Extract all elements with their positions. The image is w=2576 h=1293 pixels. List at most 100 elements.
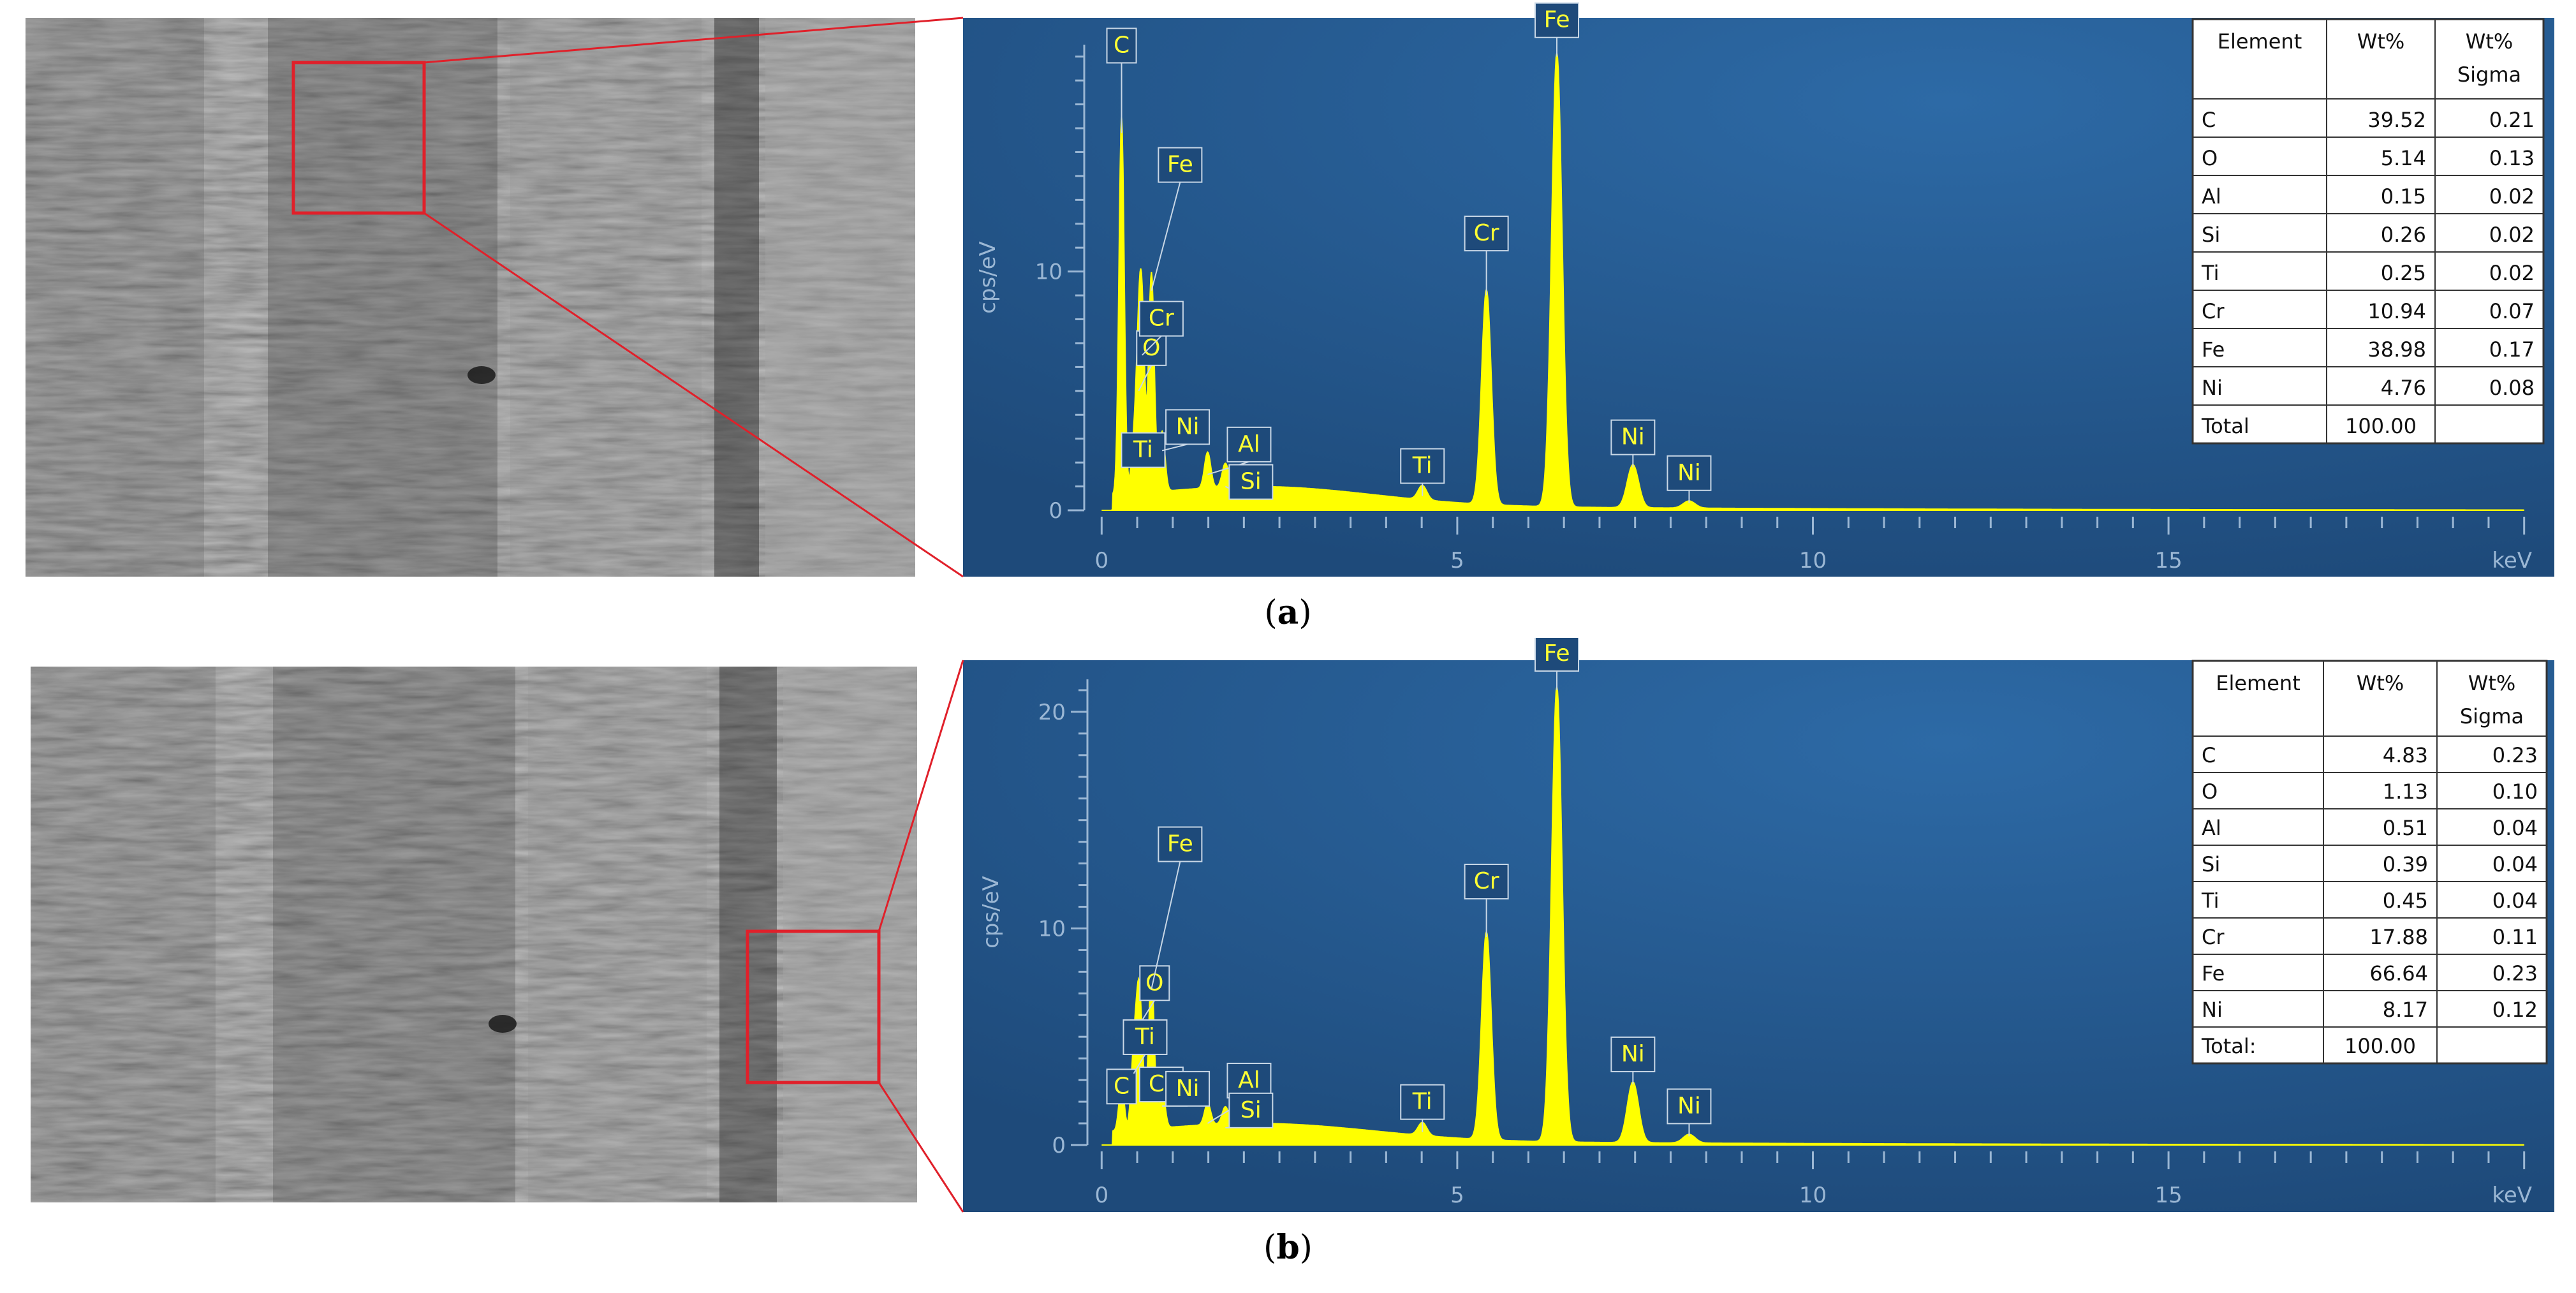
panel-b-table-cell-element: Cr: [2202, 925, 2225, 949]
panel-a-table-cell-element: Si: [2202, 223, 2220, 247]
panel-a-composition-table: Element Wt% Wt% Sigma C 39.52 0.21 O 5.14 0.13 Al 0…: [2191, 18, 2545, 445]
panel-a-peak-marker-text: C: [1114, 33, 1130, 59]
panel-b-peak-marker-text: C: [1114, 1073, 1130, 1099]
panel-b-peak-label: C: [1106, 1068, 1137, 1105]
panel-a-peak-marker-box: [1535, 2, 1580, 38]
panel-b-peak-marker-box: [1228, 1092, 1274, 1128]
panel-a-table-frame: [2191, 18, 2545, 445]
panel-b-y-axis-label: cps/eV: [978, 876, 1004, 949]
panel-a-table-cell-sigma: 0.21: [2489, 108, 2535, 132]
panel-b-y-tick-label: 0: [1052, 1133, 1066, 1158]
panel-b-table-cell-sigma: 0.23: [2492, 743, 2538, 767]
panel-a-table-header-cell: Sigma: [2457, 63, 2521, 87]
panel-a-peak-marker-text: Cr: [1149, 306, 1174, 332]
panel-b-table-header-cell: Sigma: [2460, 704, 2524, 728]
panel-a-table-cell-element: O: [2202, 146, 2218, 170]
panel-a-peak-marker-line: [1142, 335, 1162, 356]
panel-a-peak-marker-box: [1464, 216, 1509, 252]
panel-a-table-cell-element: Fe: [2202, 337, 2225, 362]
panel-b-table-cell-wt: 1.13: [2383, 779, 2428, 804]
panel-a-peak-label: Cr: [1138, 300, 1184, 356]
panel-a-peak-marker-text: Si: [1240, 469, 1262, 495]
panel-a-peak-marker-text: Ni: [1176, 413, 1200, 440]
panel-b-peak-marker-text: Al: [1238, 1067, 1260, 1093]
panel-b-peak-marker-box: [1165, 1070, 1211, 1107]
caption-a: (a): [1264, 593, 1312, 632]
panel-a-table-cell-wt: 5.14: [2381, 146, 2426, 170]
panel-b-selection-box: [746, 929, 881, 1084]
panel-b: 0 10 20 cps/eV 0 5 10 15 keV C O Ti Cr Fe Ni Al Si Ti Cr Fe…: [0, 635, 2576, 1290]
panel-a-peak-marker-text: Al: [1238, 431, 1260, 457]
panel-b-peak-marker-text: Ni: [1677, 1093, 1701, 1119]
panel-b-table-header-cell: Wt%: [2357, 671, 2404, 695]
panel-a-sem-band: [510, 18, 702, 577]
panel-a-peak-marker-text: Ti: [1133, 437, 1153, 463]
panel-a-peak-marker-box: [1165, 409, 1211, 445]
panel-a-table-cell-sigma: 0.07: [2489, 299, 2535, 323]
panel-b-table-cell-wt: 0.51: [2383, 816, 2428, 840]
panel-a-sem-band: [26, 18, 204, 577]
panel-b-table-cell-element: Ti: [2201, 889, 2219, 913]
panel-b-peak-label: O: [1138, 965, 1170, 1026]
panel-a-peak-marker-text: Ni: [1621, 424, 1645, 450]
panel-b-peak-label: Fe: [1151, 826, 1203, 989]
panel-a-sem-texture: [26, 18, 915, 577]
panel-b-table-cell-sigma: 0.10: [2492, 779, 2538, 804]
panel-a-peak-marker-box: [1138, 300, 1184, 337]
caption-b-letter: b: [1276, 1228, 1300, 1267]
panel-b-sem-band: [528, 667, 707, 1202]
panel-a-table-cell-sigma: 0.13: [2489, 146, 2535, 170]
panel-a-table-header-cell: Wt%: [2466, 29, 2513, 54]
panel-a-y-axis-label: cps/eV: [975, 241, 1001, 314]
panel-a-peak-label: Al: [1207, 426, 1272, 475]
panel-b-peak-marker-box: [1139, 965, 1170, 1001]
panel-a-peak-marker-box: [1400, 448, 1445, 484]
panel-b-leader-line-bottom: [878, 1082, 964, 1213]
panel-a-peak-label: Fe: [1535, 2, 1580, 57]
panel-b-peak-marker-line: [1151, 861, 1181, 989]
panel-b-peak-label: Ti: [1400, 1084, 1445, 1132]
panel-a-table-cell-wt: 38.98: [2367, 337, 2426, 362]
panel-b-table-cell-wt: 0.45: [2383, 889, 2428, 913]
panel-a-peak-marker-line: [1207, 461, 1249, 475]
panel-a-table-cell-wt: 0.25: [2381, 261, 2426, 285]
panel-a-sem-image: [26, 18, 915, 577]
panel-b-sem-pit: [489, 1015, 517, 1033]
panel-a-peak-label: Ni: [1667, 455, 1712, 503]
panel-b-table-header-cell: Element: [2216, 671, 2300, 695]
panel-b-sem-band: [31, 667, 216, 1202]
panel-b-table-cell-sigma: 0.04: [2492, 816, 2538, 840]
panel-a-x-tick-label: 15: [2154, 548, 2182, 573]
panel-b-peak-label: Ti: [1122, 1019, 1168, 1074]
panel-a-peak-marker-text: Ni: [1677, 460, 1701, 486]
panel-a-table-cell-wt: 0.26: [2381, 223, 2426, 247]
panel-b-peak-marker-text: Fe: [1167, 831, 1193, 857]
panel-b-table-cell-sigma: 0.23: [2492, 961, 2538, 986]
panel-b-table-cell-element: Fe: [2202, 961, 2225, 986]
panel-a-peak-marker-box: [1158, 147, 1203, 183]
panel-a-selection-box: [291, 61, 426, 215]
panel-a-sem-band: [714, 18, 759, 577]
panel-b-table-cell-sigma: 0.12: [2492, 998, 2538, 1022]
panel-a-table-cell-wt: 0.15: [2381, 184, 2426, 209]
panel-a-sem-band: [268, 18, 497, 577]
panel-b-x-tick-label: 10: [1799, 1183, 1827, 1208]
panel-a-table-cell-sigma: 0.02: [2489, 223, 2535, 247]
panel-a-table-header-cell: Element: [2218, 29, 2302, 54]
panel-a-peak-marker-box: [1121, 432, 1166, 468]
panel-a-peak-marker-line: [1138, 365, 1152, 392]
panel-b-peak-marker-text: Fe: [1544, 640, 1570, 667]
panel-b-sem-band: [273, 667, 515, 1202]
panel-b-table-cell-element: O: [2202, 779, 2218, 804]
panel-b-table-cell-sigma: 0.04: [2492, 852, 2538, 876]
panel-a-peak-marker-text: Fe: [1167, 152, 1193, 178]
panel-a-leader-line-top: [423, 17, 964, 64]
panel-b-leader-line-top: [878, 660, 964, 932]
panel-b-peak-marker-box: [1158, 826, 1203, 862]
panel-a-peak-label: Ni: [1161, 409, 1211, 452]
panel-a-peak-label: Cr: [1464, 216, 1509, 296]
panel-b-peak-marker-text: Ni: [1621, 1041, 1645, 1067]
panel-a: 0 10 cps/eV 0 5 10 15 keV C O Ti Cr Fe Ni Al Si Ti Cr Fe Ni…: [0, 0, 2576, 638]
panel-b-peak-marker-box: [1464, 864, 1509, 900]
